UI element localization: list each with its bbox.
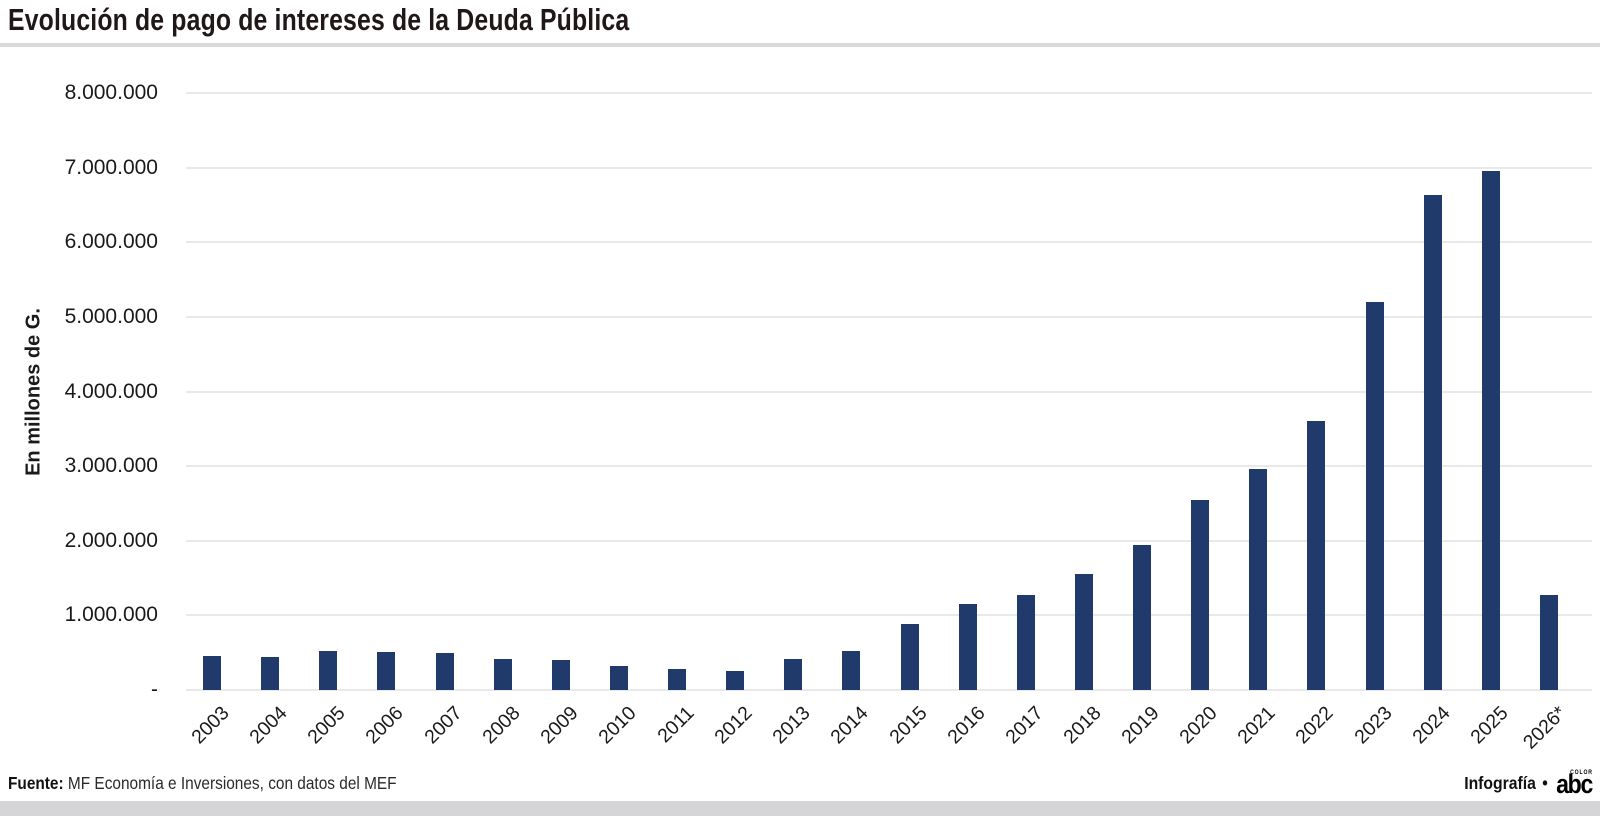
gridline-1000000 xyxy=(186,614,1592,617)
xtick-label-2012: 2012 xyxy=(710,702,757,749)
xtick-label-2013: 2013 xyxy=(768,702,815,749)
gridline-8000000 xyxy=(186,92,1592,94)
gridline-7000000 xyxy=(186,166,1592,169)
bar-2014 xyxy=(842,651,861,690)
xtick-label-2011: 2011 xyxy=(653,702,699,748)
credit-text: Infografía xyxy=(1464,773,1537,793)
source-note: Fuente: MF Economía e Inversiones, con d… xyxy=(8,773,397,794)
ytick-label: 3.000.000 xyxy=(64,454,158,478)
ytick-label: 2.000.000 xyxy=(64,528,158,552)
bar-2003 xyxy=(203,655,221,690)
bar-2016 xyxy=(958,604,977,690)
ytick-label: 7.000.000 xyxy=(64,155,158,179)
ytick-label: 6.000.000 xyxy=(64,230,158,254)
gridline-3000000 xyxy=(186,465,1592,468)
xtick-label-2004: 2004 xyxy=(245,702,292,749)
xtick-label-2016: 2016 xyxy=(943,702,990,749)
xtick-label-2006: 2006 xyxy=(361,702,408,749)
title-divider xyxy=(0,43,1600,47)
bar-2018 xyxy=(1074,574,1093,690)
ytick-label: 8.000.000 xyxy=(64,81,158,104)
bar-2026* xyxy=(1539,595,1558,690)
abc-color-logo: abc COLOR xyxy=(1556,770,1593,798)
source-label: Fuente: xyxy=(8,773,64,793)
xtick-label-2009: 2009 xyxy=(536,702,583,749)
ytick-label: 1.000.000 xyxy=(64,603,158,627)
bar-2017 xyxy=(1016,595,1035,690)
bottom-gray-band xyxy=(0,801,1600,816)
source-text: MF Economía e Inversiones, con datos del… xyxy=(67,773,397,793)
ytick-label: - xyxy=(151,678,158,701)
xtick-label-2008: 2008 xyxy=(477,702,525,749)
xtick-label-2010: 2010 xyxy=(594,702,641,749)
xtick-label-2021: 2021 xyxy=(1233,702,1280,749)
bar-2009 xyxy=(551,659,570,690)
xtick-label-2014: 2014 xyxy=(826,702,873,749)
bar-2020 xyxy=(1191,500,1210,690)
abc-logo-text: abc xyxy=(1556,768,1593,799)
bar-2011 xyxy=(668,669,687,690)
bar-2010 xyxy=(609,666,628,690)
xtick-label-2020: 2020 xyxy=(1175,702,1222,749)
xtick-label-2022: 2022 xyxy=(1291,702,1339,749)
gridline-4000000 xyxy=(186,390,1592,393)
bar-2004 xyxy=(261,657,280,690)
xtick-label-2017: 2017 xyxy=(1001,702,1048,749)
bar-2008 xyxy=(493,658,512,690)
bar-chart: En millones de G. -1.000.000 2.000.000 3.0… xyxy=(0,50,1600,760)
footer: Fuente: MF Economía e Inversiones, con d… xyxy=(8,770,1593,798)
bar-2021 xyxy=(1249,469,1268,690)
xtick-label-2025: 2025 xyxy=(1466,702,1513,749)
bar-2019 xyxy=(1133,545,1152,690)
xtick-label-2007: 2007 xyxy=(419,702,467,749)
xtick-label-2005: 2005 xyxy=(303,702,350,749)
xtick-label-2019: 2019 xyxy=(1117,702,1164,749)
xtick-label-2003: 2003 xyxy=(187,702,234,749)
bar-2007 xyxy=(435,653,454,690)
abc-logo-top-text: COLOR xyxy=(1570,769,1593,776)
bar-2015 xyxy=(900,624,919,690)
gridline-5000000 xyxy=(186,315,1592,318)
chart-title: Evolución de pago de intereses de la Deu… xyxy=(8,2,630,37)
bar-2023 xyxy=(1365,301,1384,690)
gridline-- xyxy=(186,689,1592,691)
credit-separator: • xyxy=(1542,773,1548,793)
bar-2012 xyxy=(726,671,745,690)
bar-2022 xyxy=(1307,421,1326,690)
xtick-label-2015: 2015 xyxy=(884,702,932,749)
gridline-2000000 xyxy=(186,539,1592,542)
bar-2005 xyxy=(319,650,338,690)
bar-2013 xyxy=(784,659,803,690)
xtick-label-2026*: 2026* xyxy=(1518,702,1571,754)
ytick-label: 5.000.000 xyxy=(64,304,158,328)
bar-2024 xyxy=(1423,195,1442,690)
ytick-label: 4.000.000 xyxy=(64,379,158,403)
credit: Infografía • abc COLOR xyxy=(1464,770,1593,798)
xtick-label-2023: 2023 xyxy=(1349,702,1397,749)
gridline-6000000 xyxy=(186,241,1592,244)
bar-2006 xyxy=(377,652,396,690)
xtick-label-2024: 2024 xyxy=(1408,702,1455,749)
bar-2025 xyxy=(1481,170,1500,690)
xtick-label-2018: 2018 xyxy=(1059,702,1106,749)
